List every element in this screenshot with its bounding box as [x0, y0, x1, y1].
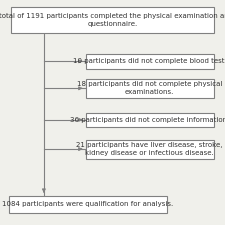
FancyBboxPatch shape — [86, 79, 214, 98]
FancyBboxPatch shape — [86, 54, 214, 69]
Text: 21 participants have liver disease, stroke,
kidney disease or infectious disease: 21 participants have liver disease, stro… — [76, 142, 223, 156]
Text: 1084 participants were qualification for analysis.: 1084 participants were qualification for… — [2, 201, 173, 207]
Text: 18 participants did not complete physical
examinations.: 18 participants did not complete physica… — [77, 81, 222, 95]
FancyBboxPatch shape — [86, 112, 214, 127]
Text: 36 participants did not complete information.: 36 participants did not complete informa… — [70, 117, 225, 123]
FancyBboxPatch shape — [86, 140, 214, 159]
Text: 10 participants did not complete blood test.: 10 participants did not complete blood t… — [73, 58, 225, 64]
Text: A total of 1191 participants completed the physical examination and
questionnair: A total of 1191 participants completed t… — [0, 13, 225, 27]
FancyBboxPatch shape — [9, 196, 166, 213]
FancyBboxPatch shape — [11, 7, 214, 33]
